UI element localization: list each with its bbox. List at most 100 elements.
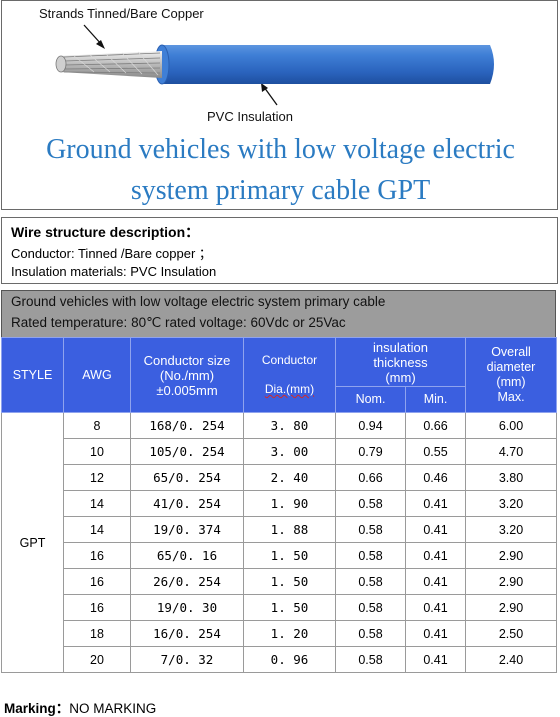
cell-awg: 20 — [63, 646, 131, 673]
cell-style: GPT — [1, 412, 64, 673]
table-row: 14 19/0. 374 1. 88 0.58 0.41 3.20 — [2, 516, 557, 543]
table-row: 16 26/0. 254 1. 50 0.58 0.41 2.90 — [2, 568, 557, 595]
product-title-line1: Ground vehicles with low voltage electri… — [46, 134, 515, 165]
header-conductor: Conductor Dia.(mm) — [243, 337, 336, 413]
cell-min: 0.41 — [405, 516, 466, 543]
cell-min: 0.41 — [405, 542, 466, 569]
cell-max: 2.90 — [465, 568, 557, 595]
cell-nom: 0.66 — [335, 464, 406, 491]
header-style: STYLE — [1, 337, 64, 413]
product-panel: Strands Tinned/Bare Copper PVC Insulatio… — [1, 0, 558, 210]
marking-line: Marking：NO MARKING — [4, 697, 156, 717]
strands-callout: Strands Tinned/Bare Copper — [39, 6, 204, 21]
cell-nom: 0.58 — [335, 594, 406, 621]
cell-nom: 0.58 — [335, 542, 406, 569]
cell-awg: 16 — [63, 594, 131, 621]
cell-conductor-size: 65/0. 254 — [130, 464, 244, 491]
table-row: 10 105/0. 254 3. 00 0.79 0.55 4.70 — [2, 438, 557, 465]
cell-max: 2.90 — [465, 594, 557, 621]
arrow-insulation — [261, 83, 278, 106]
cell-min: 0.41 — [405, 568, 466, 595]
cell-max: 3.20 — [465, 490, 557, 517]
cell-awg: 14 — [63, 490, 131, 517]
cell-dia: 3. 80 — [243, 412, 336, 439]
cell-conductor-size: 19/0. 30 — [130, 594, 244, 621]
header-insulation-line1: insulation — [373, 339, 428, 355]
cell-nom: 0.58 — [335, 646, 406, 673]
cell-max: 2.40 — [465, 646, 557, 673]
marking-value: NO MARKING — [69, 701, 157, 716]
cell-awg: 8 — [63, 412, 131, 439]
header-conductor-size-line3: ±0.005mm — [156, 382, 218, 398]
header-overall: Overall diameter (mm) Max. — [465, 337, 557, 413]
header-insulation-line3: (mm) — [385, 369, 416, 385]
header-conductor-size-line2: (No./mm) — [159, 367, 215, 383]
cell-max: 2.90 — [465, 542, 557, 569]
table-row: 18 16/0. 254 1. 20 0.58 0.41 2.50 — [2, 620, 557, 647]
cell-conductor-size: 105/0. 254 — [130, 438, 244, 465]
table-row: 14 41/0. 254 1. 90 0.58 0.41 3.20 — [2, 490, 557, 517]
cell-max: 4.70 — [465, 438, 557, 465]
cell-dia: 0. 96 — [243, 646, 336, 673]
product-title-line2: system primary cable GPT — [130, 175, 431, 206]
cell-awg: 10 — [63, 438, 131, 465]
header-overall-line3: (mm) — [496, 375, 526, 389]
cell-awg: 14 — [63, 516, 131, 543]
cell-conductor-size: 19/0. 374 — [130, 516, 244, 543]
arrow-strands — [83, 24, 105, 49]
cell-nom: 0.58 — [335, 516, 406, 543]
cell-dia: 1. 88 — [243, 516, 336, 543]
cell-dia: 1. 90 — [243, 490, 336, 517]
cell-dia: 1. 20 — [243, 620, 336, 647]
copper-strands-shape — [55, 51, 162, 78]
cell-conductor-size: 16/0. 254 — [130, 620, 244, 647]
pvc-insulation-shape — [154, 44, 494, 85]
header-insulation-line2: thickness — [373, 354, 428, 370]
cell-conductor-size: 168/0. 254 — [130, 412, 244, 439]
header-insulation: insulation thickness (mm) — [335, 337, 466, 387]
cell-min: 0.41 — [405, 646, 466, 673]
table-row: 12 65/0. 254 2. 40 0.66 0.46 3.80 — [2, 464, 557, 491]
structure-insulation: Insulation materials: PVC Insulation — [11, 264, 217, 279]
cell-min: 0.55 — [405, 438, 466, 465]
spec-title: Ground vehicles with low voltage electri… — [11, 294, 386, 309]
header-conductor-size: Conductor size (No./mm) ±0.005mm — [130, 337, 244, 413]
cell-min: 0.41 — [405, 594, 466, 621]
cell-max: 2.50 — [465, 620, 557, 647]
marking-label: Marking： — [4, 701, 70, 716]
table-body: GPT 8 168/0. 254 3. 80 0.94 0.66 6.00 10 105/0. … — [1, 412, 557, 673]
cell-conductor-size: 26/0. 254 — [130, 568, 244, 595]
header-nom: Nom. — [335, 386, 406, 413]
cell-nom: 0.79 — [335, 438, 406, 465]
cell-min: 0.41 — [405, 490, 466, 517]
cell-nom: 0.58 — [335, 490, 406, 517]
spec-box: Ground vehicles with low voltage electri… — [1, 290, 556, 338]
cell-conductor-size: 7/0. 32 — [130, 646, 244, 673]
cell-conductor-size: 41/0. 254 — [130, 490, 244, 517]
table-row: 16 65/0. 16 1. 50 0.58 0.41 2.90 — [2, 542, 557, 569]
header-overall-line2: diameter — [486, 360, 536, 374]
cell-awg: 18 — [63, 620, 131, 647]
header-overall-line1: Overall — [491, 345, 531, 359]
wire-structure-box: Wire structure description： Conductor: T… — [1, 217, 558, 284]
header-conductor-size-line1: Conductor size — [143, 352, 231, 368]
cell-dia: 1. 50 — [243, 542, 336, 569]
spec-table: STYLE AWG Conductor size (No./mm) ±0.005… — [1, 337, 557, 673]
header-overall-line4: Max. — [497, 390, 525, 404]
cell-dia: 1. 50 — [243, 594, 336, 621]
cell-nom: 0.58 — [335, 620, 406, 647]
cell-dia: 1. 50 — [243, 568, 336, 595]
cell-min: 0.41 — [405, 620, 466, 647]
header-awg: AWG — [63, 337, 131, 413]
cell-dia: 2. 40 — [243, 464, 336, 491]
cell-nom: 0.94 — [335, 412, 406, 439]
cell-nom: 0.58 — [335, 568, 406, 595]
insulation-callout: PVC Insulation — [207, 109, 293, 124]
cable-illustration — [55, 24, 494, 106]
cell-awg: 16 — [63, 568, 131, 595]
table-row: GPT 8 168/0. 254 3. 80 0.94 0.66 6.00 — [1, 412, 557, 673]
spec-ratings: Rated temperature: 80℃ rated voltage: 60… — [11, 315, 346, 330]
table-row: 20 7/0. 32 0. 96 0.58 0.41 2.40 — [2, 646, 557, 673]
cell-min: 0.66 — [405, 412, 466, 439]
structure-heading: Wire structure description： — [11, 224, 200, 240]
